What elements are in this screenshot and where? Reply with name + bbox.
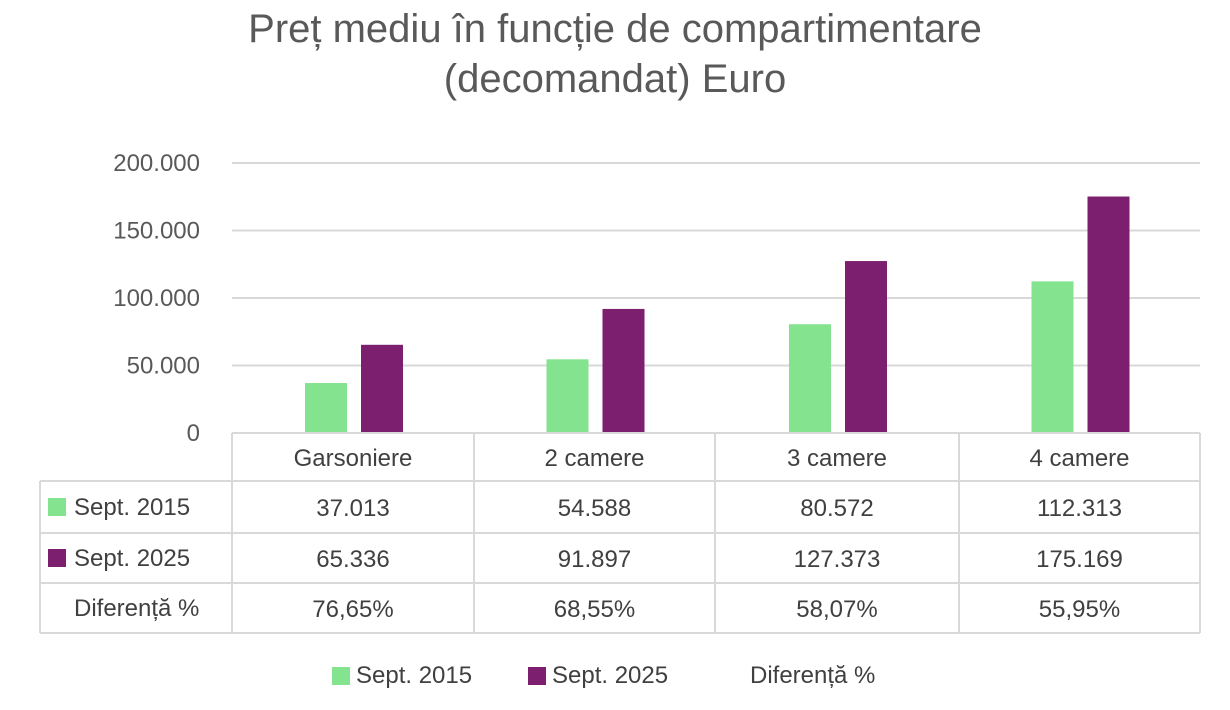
legend-swatch-sept-2025 (528, 667, 546, 685)
y-tick-label: 150.000 (113, 218, 200, 245)
data-label: 37.013 (316, 495, 389, 522)
legend-label-sept-2025: Sept. 2025 (552, 662, 669, 689)
data-label: 91.897 (558, 546, 631, 573)
bar-sept-2025-4-camere (1087, 196, 1130, 433)
legend-label-diferenta: Diferență % (750, 662, 876, 689)
bar-sept-2015-3-camere (789, 324, 831, 433)
bar-sept-2015-4-camere (1031, 281, 1074, 433)
legend-item-sept-2025: Sept. 2025 (528, 656, 668, 696)
data-label: 65.336 (316, 546, 389, 573)
y-tick-label: 0 (187, 420, 200, 447)
data-label: 58,07% (796, 596, 877, 623)
chart-title-line2: (decomandat) Euro (443, 57, 787, 101)
y-tick-label: 50.000 (127, 353, 200, 380)
bar-sept-2015-2-camere (546, 359, 589, 433)
chart-legend: Sept. 2015 Sept. 2025 Diferență % (0, 656, 1230, 696)
bar-sept-2025-2-camere (602, 308, 645, 433)
x-tick-label: 2 camere (544, 445, 644, 472)
data-label: 127.373 (794, 546, 881, 573)
table-key-sept-2025 (48, 549, 66, 567)
table-row-label: Diferență % (74, 595, 199, 622)
table-row-label: Sept. 2025 (74, 545, 190, 572)
legend-item-diferenta: Diferență % (750, 656, 875, 696)
bar-sept-2015-garsoniere (305, 383, 347, 433)
data-label: 54.588 (558, 495, 631, 522)
x-tick-label: 3 camere (787, 445, 887, 472)
bar-sept-2025-garsoniere (361, 344, 403, 433)
y-tick-label: 200.000 (113, 150, 200, 177)
x-tick-label: 4 camere (1029, 445, 1129, 472)
data-label: 175.169 (1036, 546, 1123, 573)
data-label: 55,95% (1039, 596, 1120, 623)
table-row-label: Sept. 2015 (74, 494, 190, 521)
bar-sept-2025-3-camere (845, 261, 887, 433)
chart-title: Preț mediu în funcție de compartimentare… (0, 4, 1230, 104)
data-label: 112.313 (1037, 495, 1122, 522)
data-label: 68,55% (554, 596, 635, 623)
x-tick-label: Garsoniere (294, 445, 413, 472)
data-label: 76,65% (312, 596, 393, 623)
legend-swatch-sept-2015 (332, 667, 350, 685)
data-label: 80.572 (800, 495, 873, 522)
chart-title-line1: Preț mediu în funcție de compartimentare (248, 7, 982, 51)
y-tick-label: 100.000 (113, 285, 200, 312)
legend-item-sept-2015: Sept. 2015 (332, 656, 472, 696)
legend-label-sept-2015: Sept. 2015 (356, 662, 473, 689)
table-key-sept-2015 (48, 498, 66, 516)
